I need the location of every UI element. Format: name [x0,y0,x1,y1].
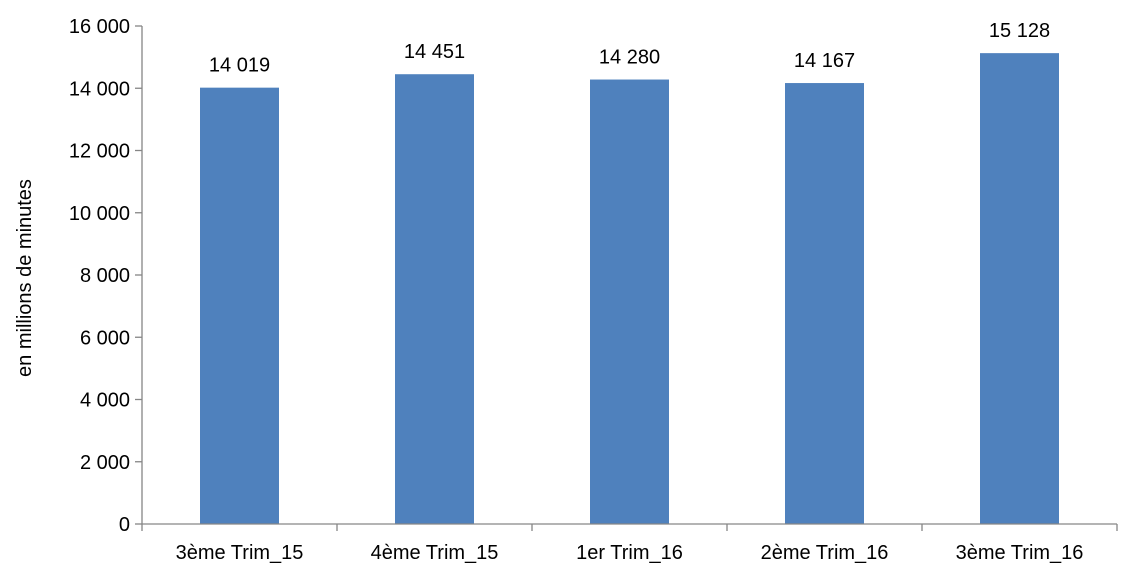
bar [785,83,864,524]
bar-value-label: 14 167 [794,50,855,72]
y-tick-label: 12 000 [69,141,130,163]
x-tick-label: 1er Trim_16 [576,542,683,564]
bar-value-label: 14 019 [209,55,270,77]
bar-value-label: 14 451 [404,41,465,63]
bars-group [200,53,1059,525]
y-axis-title: en millions de minutes [14,179,36,377]
x-tick-label: 4ème Trim_15 [371,542,499,564]
axes-group [141,26,1117,525]
bar-value-label: 15 128 [989,20,1050,42]
y-tick-label: 0 [119,514,130,536]
bar [980,53,1059,525]
y-tick-label: 16 000 [69,16,130,38]
bar-value-label: 14 280 [599,47,660,69]
y-axis-ticks: 0 2 000 4 000 6 000 8 000 10 000 12 000 14 000 1… [69,16,142,536]
bar [395,74,474,525]
y-tick-label: 6 000 [80,327,130,349]
y-tick-label: 8 000 [80,265,130,287]
value-labels-group: 14 019 14 451 14 280 14 167 15 128 [209,20,1050,77]
y-tick-label: 14 000 [69,78,130,100]
x-axis-ticks: 3ème Trim_15 4ème Trim_15 1er Trim_16 2ème … [141,524,1118,564]
y-axis-title-group: en millions de minutes [14,179,36,377]
bar [200,87,279,524]
y-tick-label: 10 000 [69,203,130,225]
x-tick-label: 2ème Trim_16 [761,542,889,564]
x-tick-label: 3ème Trim_16 [956,542,1084,564]
bar [590,79,669,524]
y-tick-label: 4 000 [80,390,130,412]
y-tick-label: 2 000 [80,452,130,474]
x-tick-label: 3ème Trim_15 [176,542,304,564]
